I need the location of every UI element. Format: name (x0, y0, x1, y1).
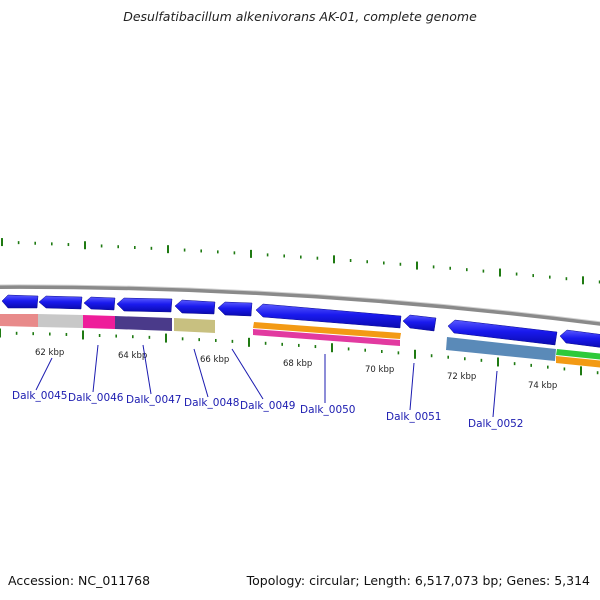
gene-label[interactable]: Dalk_0052 (468, 418, 524, 430)
feature-block[interactable] (38, 314, 83, 328)
leader-line (492, 370, 498, 418)
kbp-label: 70 kbp (365, 365, 394, 375)
kbp-label: 62 kbp (35, 348, 64, 358)
kbp-label: 68 kbp (283, 359, 312, 369)
leader-line (35, 357, 53, 391)
kbp-label: 64 kbp (118, 351, 147, 361)
leader-line (231, 348, 264, 400)
feature-block[interactable] (556, 356, 600, 368)
cds-arrow[interactable] (1, 294, 39, 309)
cds-arrow[interactable] (116, 297, 173, 313)
kbp-label: 74 kbp (528, 381, 557, 391)
feature-block[interactable] (556, 349, 600, 360)
kbp-label: 72 kbp (447, 372, 476, 382)
cds-arrow[interactable] (217, 301, 253, 317)
cds-arrow[interactable] (174, 299, 216, 315)
genome-backbone (0, 284, 600, 326)
leader-line (193, 348, 209, 398)
cds-arrow[interactable] (255, 303, 402, 329)
gene-label[interactable]: Dalk_0047 (126, 394, 182, 406)
cds-arrow[interactable] (38, 295, 83, 310)
kbp-label: 66 kbp (200, 355, 229, 365)
cds-track (1, 294, 600, 348)
gene-label[interactable]: Dalk_0049 (240, 400, 296, 412)
cds-arrow[interactable] (83, 296, 116, 311)
outer-tick-ring (1, 238, 600, 285)
genome-backbone-highlight (0, 284, 600, 323)
gene-label[interactable]: Dalk_0046 (68, 392, 124, 404)
feature-block[interactable] (253, 322, 401, 339)
gene-leader-lines (35, 344, 498, 418)
inner-tick-ring (0, 328, 599, 376)
cds-arrow[interactable] (447, 319, 558, 346)
leader-line (409, 362, 415, 411)
cds-arrow[interactable] (559, 329, 600, 348)
leader-line (92, 344, 99, 393)
genome-summary-text: Topology: circular; Length: 6,517,073 bp… (246, 573, 590, 588)
gene-label[interactable]: Dalk_0050 (300, 404, 356, 416)
feature-block[interactable] (0, 314, 38, 327)
feature-track (0, 314, 600, 368)
feature-block[interactable] (253, 329, 400, 346)
feature-block[interactable] (446, 337, 556, 361)
leader-line (142, 344, 152, 395)
cds-arrow[interactable] (402, 314, 437, 332)
gene-label[interactable]: Dalk_0045 (12, 390, 68, 402)
feature-block[interactable] (174, 318, 215, 333)
map-title: Desulfatibacillum alkenivorans AK-01, co… (123, 9, 477, 24)
feature-block[interactable] (83, 315, 115, 329)
feature-block[interactable] (115, 316, 172, 331)
gene-label[interactable]: Dalk_0048 (184, 397, 240, 409)
accession-text: Accession: NC_011768 (8, 573, 151, 588)
gene-label[interactable]: Dalk_0051 (386, 411, 442, 423)
